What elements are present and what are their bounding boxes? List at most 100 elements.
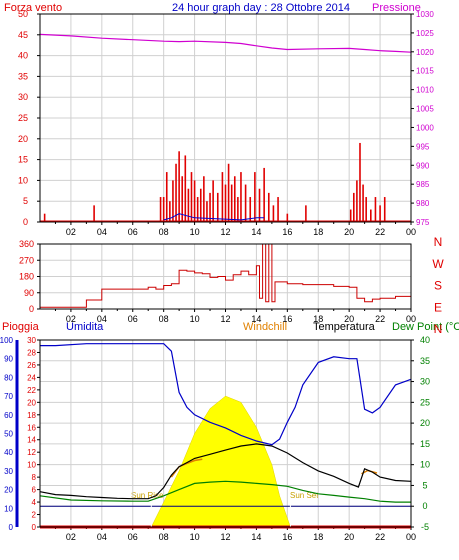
panel1-x-tick-label: 18 (313, 227, 323, 237)
panel3-x-tick-label: 12 (220, 532, 230, 542)
pressure-tick-label: 1025 (416, 29, 434, 38)
panel2-frame (39, 243, 412, 310)
wind-tick-label: 25 (18, 113, 28, 123)
pressure-tick-label: 1030 (416, 10, 434, 19)
humidity-tick-label: 20 (4, 486, 13, 495)
humidity-tick-label: 70 (4, 392, 13, 401)
pressure-tick-label: 985 (416, 180, 430, 189)
direction-tick-label: 180 (19, 272, 34, 282)
panel1-x-tick-label: 16 (282, 227, 292, 237)
wind-tick-label: 5 (23, 196, 28, 206)
rain-tick-label: 22 (27, 386, 36, 395)
wind-tick-label: 45 (18, 30, 28, 40)
legend-windchill: Windchill (243, 321, 287, 333)
panel3-x-tick-label: 22 (375, 532, 385, 542)
panel2-x-tick-label: 06 (128, 314, 138, 324)
chart-title: 24 hour graph day : 28 Ottobre 2014 (172, 2, 350, 14)
temp-tick-label: 0 (422, 501, 427, 511)
humidity-tick-label: 50 (4, 430, 13, 439)
wind-tick-label: 0 (23, 217, 28, 227)
compass-label: N (434, 235, 443, 249)
top-right-label: Pressione (372, 2, 421, 14)
humidity-tick-label: 0 (9, 523, 14, 532)
panel3-x-tick-label: 04 (97, 532, 107, 542)
humidity-tick-label: 80 (4, 373, 13, 382)
rain-tick-label: 28 (27, 348, 36, 357)
wind-tick-label: 50 (18, 9, 28, 19)
compass-label: N (434, 322, 443, 336)
pressure-tick-label: 1005 (416, 105, 434, 114)
rain-tick-label: 4 (32, 498, 37, 507)
humidity-tick-label: 30 (4, 467, 13, 476)
gust-line (163, 213, 265, 221)
panel2-x-tick-label: 02 (66, 314, 76, 324)
panel2-x-tick-label: 18 (313, 314, 323, 324)
rain-tick-label: 12 (27, 448, 36, 457)
wind-tick-label: 35 (18, 71, 28, 81)
panel3-x-tick-label: 00 (406, 532, 416, 542)
compass-label: S (434, 279, 442, 293)
panel1-x-tick-label: 02 (66, 227, 76, 237)
pressure-tick-label: 1015 (416, 67, 434, 76)
humidity-tick-label: 40 (4, 448, 13, 457)
panel3-frame (39, 339, 412, 528)
panel1-frame (39, 13, 412, 223)
top-left-label: Forza vento (4, 2, 62, 14)
panel2-x-tick-label: 14 (251, 314, 261, 324)
panel3-x-tick-label: 08 (159, 532, 169, 542)
panel2-x-tick-label: 08 (159, 314, 169, 324)
panel1-x-tick-label: 10 (190, 227, 200, 237)
temp-tick-label: 15 (420, 439, 430, 449)
rain-tick-label: 24 (27, 373, 36, 382)
panel3-x-tick-label: 14 (251, 532, 261, 542)
rain-tick-label: 26 (27, 361, 36, 370)
pressure-tick-label: 1010 (416, 86, 434, 95)
dew-point-line (39, 480, 411, 503)
humidity-tick-label: 90 (4, 355, 13, 364)
panel3-x-tick-label: 18 (313, 532, 323, 542)
panel1-x-tick-label: 00 (406, 227, 416, 237)
legend-umidita: Umidita (66, 321, 104, 333)
panel2-x-tick-label: 16 (282, 314, 292, 324)
panel2-x-tick-label: 00 (406, 314, 416, 324)
direction-tick-label: 270 (19, 255, 34, 265)
temp-tick-label: 35 (420, 356, 430, 366)
wind-tick-label: 15 (18, 155, 28, 165)
humidity-tick-label: 10 (4, 504, 13, 513)
rain-tick-label: 0 (32, 523, 37, 532)
panel2-x-tick-label: 04 (97, 314, 107, 324)
panel2-x-tick-label: 22 (375, 314, 385, 324)
solar-area (150, 395, 291, 528)
compass-label: E (434, 300, 442, 314)
humidity-line (40, 343, 412, 446)
rain-tick-label: 10 (27, 461, 36, 470)
panel1-x-tick-label: 06 (128, 227, 138, 237)
panel1-x-tick-label: 14 (251, 227, 261, 237)
rain-tick-label: 6 (32, 486, 37, 495)
pressure-tick-label: 975 (416, 218, 430, 227)
panel3-x-tick-label: 20 (344, 532, 354, 542)
panel1-x-tick-label: 20 (344, 227, 354, 237)
pressure-tick-label: 980 (416, 199, 430, 208)
panel2-x-tick-label: 10 (190, 314, 200, 324)
temp-tick-label: 25 (420, 397, 430, 407)
panel3-x-tick-label: 10 (190, 532, 200, 542)
temp-tick-label: 20 (420, 418, 430, 428)
panel1-x-tick-label: 22 (375, 227, 385, 237)
temp-tick-label: 30 (420, 377, 430, 387)
legend-temperatura: Temperatura (313, 321, 376, 333)
pressure-tick-label: 990 (416, 161, 430, 170)
wind-tick-label: 40 (18, 51, 28, 61)
temp-tick-label: 5 (422, 480, 427, 490)
panel3-x-tick-label: 02 (66, 532, 76, 542)
rain-tick-label: 18 (27, 411, 36, 420)
rain-tick-label: 16 (27, 423, 36, 432)
rain-tick-label: 2 (32, 511, 37, 520)
legend-dew-point: Dew Point (°C (392, 321, 459, 333)
direction-tick-label: 0 (29, 304, 34, 314)
pressure-tick-label: 1000 (416, 123, 434, 132)
wind-direction-line (40, 243, 412, 308)
sunrise-label: Sun Rise (131, 491, 164, 500)
